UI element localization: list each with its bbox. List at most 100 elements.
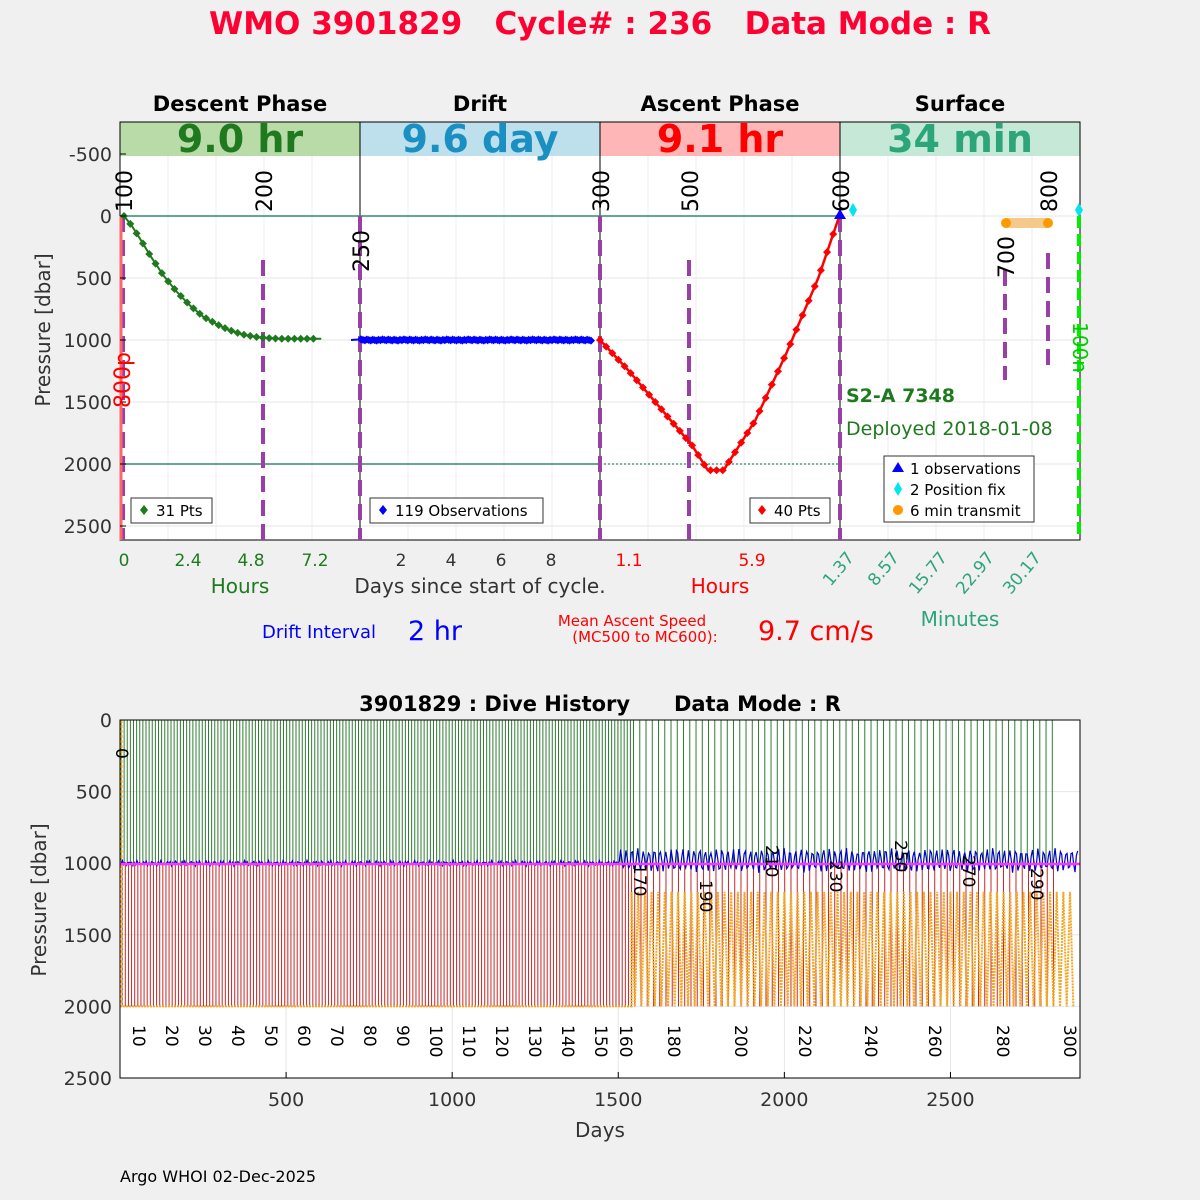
drift-xtick-2: 2 <box>396 551 407 571</box>
xlabel-hours-descent: Hours <box>211 574 270 598</box>
ascent-point <box>694 451 703 460</box>
phase-duration-3: 34 min <box>887 117 1033 161</box>
descent-point <box>252 332 261 341</box>
ascent-point <box>743 429 752 437</box>
ascent-point <box>638 383 647 392</box>
descent-point <box>132 229 141 238</box>
surface-obs-triangle <box>834 209 846 219</box>
ascent-point <box>731 448 740 457</box>
mc600-label: 600 <box>830 170 855 212</box>
position-fix-2 <box>1075 203 1083 217</box>
surface-legend-transmit: 6 min transmit <box>910 502 1021 520</box>
ascent-point <box>816 266 825 275</box>
ascent-xtick-5.9: 5.9 <box>738 551 765 571</box>
descent-legend: 31 Pts <box>130 497 213 524</box>
phase-name-2: Ascent Phase <box>641 92 800 116</box>
phase-name-0: Descent Phase <box>153 92 327 116</box>
bottom-plot-frame <box>119 719 1081 1079</box>
cycle-label-160: 160 <box>615 1025 635 1057</box>
cycle-label-120: 120 <box>491 1025 511 1057</box>
cycle-label-190: 190 <box>695 880 715 912</box>
drift-legend: 119 Observations <box>369 497 544 524</box>
cycle-label-80: 80 <box>359 1025 379 1047</box>
surface-legend-fix: 2 Position fix <box>910 481 1006 499</box>
phase-bar-3 <box>840 122 1080 156</box>
cycle-label-100: 100 <box>425 1025 445 1057</box>
ascent-point <box>749 419 758 428</box>
cycle-label-30: 30 <box>194 1025 214 1047</box>
cycle-label-260: 260 <box>924 1025 944 1057</box>
cycle-label-210: 210 <box>761 845 781 877</box>
mc100n-label: 100n <box>1068 322 1092 373</box>
cycle-label-140: 140 <box>557 1025 577 1057</box>
cycle-label-300: 300 <box>1059 1025 1079 1057</box>
cycle-label-280: 280 <box>992 1025 1012 1057</box>
footer-credit: Argo WHOI 02-Dec-2025 <box>120 1167 316 1186</box>
descent-legend-text: 31 Pts <box>156 502 203 520</box>
descent-point <box>176 292 185 301</box>
drift-points <box>357 335 595 345</box>
phase-bar-1 <box>360 122 600 156</box>
drift-xtick-8: 8 <box>546 551 557 571</box>
top-ytick--500: -500 <box>69 144 112 166</box>
surface-xtick-22.97: 22.97 <box>952 548 999 598</box>
mc250-label: 250 <box>350 230 375 272</box>
descent-point <box>138 239 147 248</box>
bottom-ytick-0: 0 <box>100 710 112 732</box>
ascent-point <box>614 355 623 364</box>
ascent-point <box>602 342 611 351</box>
cycle-label-130: 130 <box>524 1025 544 1057</box>
surface-legend-obs: 1 observations <box>910 460 1021 478</box>
descent-point <box>290 334 299 343</box>
ascent-point <box>767 380 776 389</box>
descent-xtick-0: 0 <box>119 551 130 571</box>
ascent-point <box>626 369 635 378</box>
ascent-speed-label-2: (MC500 to MC600): <box>572 628 717 646</box>
descent-point <box>303 334 312 343</box>
descent-point <box>271 334 280 343</box>
xlabel-minutes: Minutes <box>921 607 1000 631</box>
top-ylabel: Pressure [dbar] <box>31 253 55 406</box>
descent-point <box>246 331 255 340</box>
bottom-ytick-1500: 1500 <box>64 925 112 947</box>
descent-point <box>233 328 242 337</box>
ascent-point <box>681 434 690 443</box>
descent-point <box>220 324 229 333</box>
ascent-point <box>804 296 813 305</box>
xlabel-days: Days since start of cycle. <box>354 574 605 598</box>
bottom-xtick-1000: 1000 <box>428 1089 476 1111</box>
descent-point <box>309 334 318 343</box>
profile-park-trace <box>120 891 1075 1008</box>
ascent-point <box>780 354 789 363</box>
cycle-label-0: 0 <box>111 748 131 759</box>
top-ytick-1000: 1000 <box>64 330 112 352</box>
descent-point <box>202 314 211 323</box>
descent-point <box>145 249 154 258</box>
drift-interval-value: 2 hr <box>408 616 463 647</box>
phase-duration-0: 9.0 hr <box>177 117 304 161</box>
phase-name-1: Drift <box>453 92 507 116</box>
mc800-label: 800 <box>1038 170 1063 212</box>
ascent-point <box>663 412 672 421</box>
bottom-xtick-1500: 1500 <box>594 1089 642 1111</box>
cycle-label-50: 50 <box>260 1025 280 1047</box>
descent-xtick-4.8: 4.8 <box>237 551 264 571</box>
ascent-point <box>761 393 770 402</box>
ascent-legend-text: 40 Pts <box>774 502 821 520</box>
ascent-point <box>669 419 678 428</box>
phase-bar-0 <box>120 122 360 156</box>
descent-point <box>277 334 286 343</box>
mc700-label: 700 <box>995 236 1020 278</box>
phase-bar-2 <box>600 122 840 156</box>
bottom-ytick-500: 500 <box>76 782 112 804</box>
cycle-label-270: 270 <box>958 855 978 887</box>
surface-xtick-15.77: 15.77 <box>905 548 952 598</box>
dive-history-plot: 3901829 : Dive History Data Mode : R 0 10… <box>27 692 1081 1142</box>
xlabel-hours-ascent: Hours <box>691 574 750 598</box>
p800-label: 800p <box>111 352 136 408</box>
bottom-xtick-500: 500 <box>268 1089 304 1111</box>
ascent-xtick-1.1: 1.1 <box>615 551 642 571</box>
ascent-speed-label-1: Mean Ascent Speed <box>558 612 706 630</box>
